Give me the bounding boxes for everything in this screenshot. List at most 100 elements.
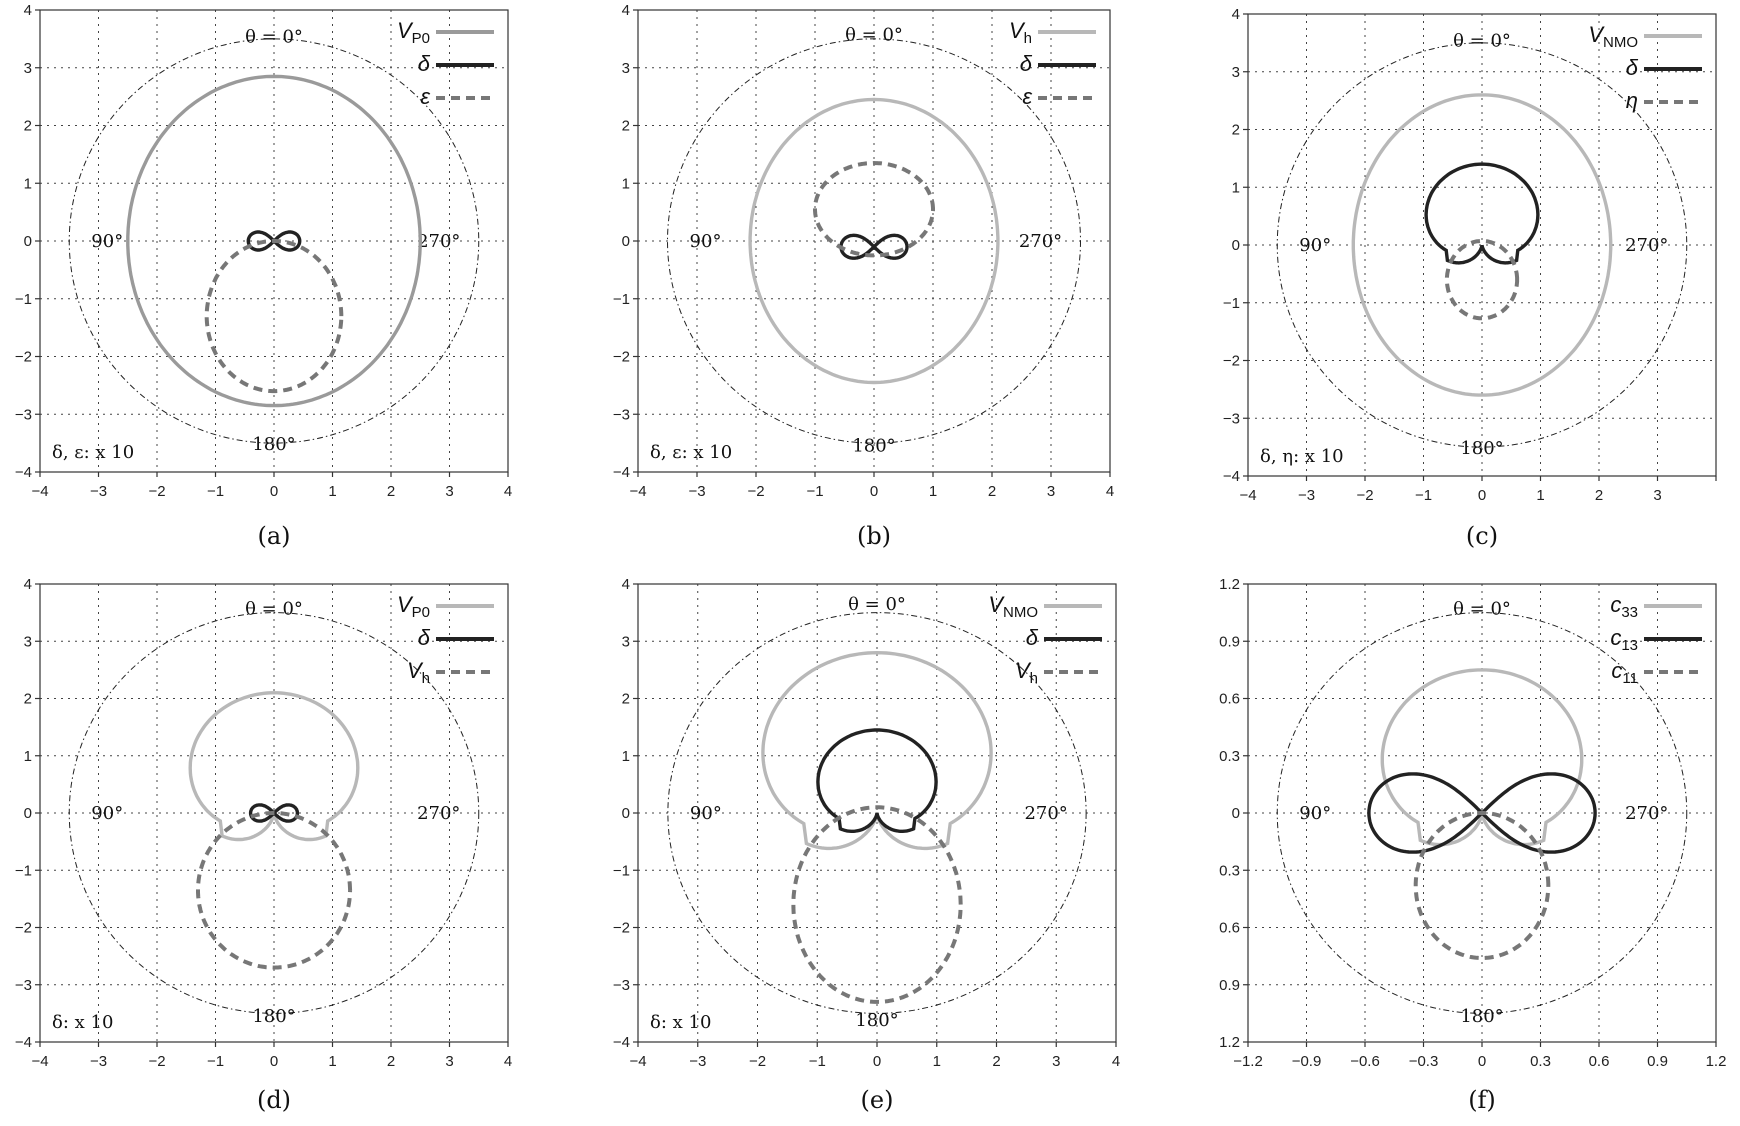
legend-subscript: h bbox=[1024, 30, 1032, 47]
legend-label-2: δ bbox=[1026, 625, 1039, 650]
series-curve-3 bbox=[791, 805, 963, 1004]
legend-subscript: P0 bbox=[412, 30, 430, 47]
legend-label-3: ε bbox=[1022, 84, 1032, 109]
y-tick-label: 1 bbox=[24, 748, 32, 765]
x-tick-label: 1 bbox=[328, 483, 336, 500]
x-tick-label: −4 bbox=[31, 1053, 48, 1070]
legend-subscript: NMO bbox=[1003, 604, 1038, 621]
legend-name: δ bbox=[418, 625, 431, 650]
x-tick-label: −3 bbox=[688, 483, 705, 500]
legend-name: V bbox=[407, 658, 424, 683]
x-tick-label: −4 bbox=[629, 483, 646, 500]
y-tick-label: 4 bbox=[24, 2, 32, 19]
series-curve-2 bbox=[1367, 772, 1597, 854]
angle-label-top: θ = 0° bbox=[245, 598, 303, 619]
scale-note: δ, η: x 10 bbox=[1260, 446, 1344, 467]
legend-subscript: h bbox=[1030, 670, 1038, 687]
panel-caption: (d) bbox=[257, 1086, 291, 1114]
series-curve-3 bbox=[196, 811, 353, 970]
x-tick-label: −1 bbox=[809, 1053, 826, 1070]
legend-label-3: Vh bbox=[407, 658, 430, 687]
legend-label-3: Vh bbox=[1015, 658, 1038, 687]
reference-circle bbox=[667, 38, 1081, 444]
x-tick-label: 1 bbox=[1536, 487, 1544, 504]
angle-label-top: θ = 0° bbox=[845, 25, 903, 46]
angle-label-left: 90° bbox=[1299, 235, 1331, 256]
x-tick-label: −2 bbox=[148, 1053, 165, 1070]
y-tick-label: 0.3 bbox=[1219, 862, 1240, 879]
x-tick-label: 1 bbox=[929, 483, 937, 500]
x-tick-label: 2 bbox=[1595, 487, 1603, 504]
y-tick-label: −4 bbox=[15, 464, 32, 481]
panel-caption: (c) bbox=[1466, 522, 1498, 550]
angle-label-bottom: 180° bbox=[852, 436, 895, 457]
x-tick-label: 0 bbox=[270, 483, 278, 500]
legend-label-1: VP0 bbox=[397, 592, 430, 621]
x-tick-label: 2 bbox=[992, 1053, 1000, 1070]
y-tick-label: 1.2 bbox=[1219, 576, 1240, 593]
y-tick-label: −4 bbox=[613, 1034, 630, 1051]
angle-label-bottom: 180° bbox=[252, 434, 295, 455]
y-tick-label: 0 bbox=[1232, 237, 1240, 254]
reference-circle bbox=[1276, 42, 1688, 448]
y-tick-label: 1.2 bbox=[1219, 1034, 1240, 1051]
x-tick-label: 1 bbox=[328, 1053, 336, 1070]
x-tick-label: 2 bbox=[387, 483, 395, 500]
angle-label-left: 90° bbox=[690, 803, 722, 824]
x-tick-label: 3 bbox=[445, 483, 453, 500]
legend-label-2: δ bbox=[1020, 51, 1033, 76]
x-tick-label: 0 bbox=[870, 483, 878, 500]
scale-note: δ, ε: x 10 bbox=[52, 442, 134, 463]
y-tick-label: −1 bbox=[613, 862, 630, 879]
legend-label-2: δ bbox=[1626, 55, 1639, 80]
panel-f: −1.2 1.2 −0.9 0.9 −0.6 0.6 −0.3 0.3 0 0 0.3 0.3 0.6 0… bbox=[1219, 576, 1726, 1114]
legend-name: c bbox=[1611, 658, 1622, 683]
x-tick-label: 0.6 bbox=[1589, 1053, 1610, 1070]
x-tick-label: −3 bbox=[689, 1053, 706, 1070]
y-tick-label: 2 bbox=[24, 118, 32, 135]
x-tick-label: −1 bbox=[207, 483, 224, 500]
legend-label-3: c11 bbox=[1611, 658, 1638, 687]
legend-name: c bbox=[1610, 625, 1621, 650]
angle-label-bottom: 180° bbox=[1460, 1006, 1503, 1027]
y-tick-label: 0 bbox=[1232, 805, 1240, 822]
x-tick-label: 0 bbox=[873, 1053, 881, 1070]
panel-caption: (b) bbox=[857, 522, 891, 550]
angle-label-left: 90° bbox=[1299, 803, 1331, 824]
legend-subscript: 11 bbox=[1622, 670, 1638, 687]
angle-label-left: 90° bbox=[91, 803, 123, 824]
x-tick-label: 4 bbox=[504, 483, 512, 500]
angle-label-top: θ = 0° bbox=[848, 594, 906, 615]
y-tick-label: 3 bbox=[24, 633, 32, 650]
y-tick-label: 2 bbox=[622, 691, 630, 708]
x-tick-label: −4 bbox=[1239, 487, 1256, 504]
legend-name: δ bbox=[1020, 51, 1033, 76]
x-tick-label: 3 bbox=[1047, 483, 1055, 500]
panel-caption: (f) bbox=[1468, 1086, 1496, 1114]
legend-subscript: P0 bbox=[412, 604, 430, 621]
scale-note: δ: x 10 bbox=[650, 1012, 711, 1033]
y-tick-label: −3 bbox=[613, 406, 630, 423]
panel-caption: (a) bbox=[257, 522, 290, 550]
x-tick-label: 1 bbox=[933, 1053, 941, 1070]
x-tick-label: −2 bbox=[749, 1053, 766, 1070]
panel-d: −4 4 −3 3 −2 2 −1 1 0 0 1 −1 2 −2 3 −3 4 −4 θ = 0° 90° 270° 1… bbox=[15, 576, 512, 1114]
x-tick-label: 0 bbox=[270, 1053, 278, 1070]
x-tick-label: 4 bbox=[504, 1053, 512, 1070]
legend-name: ε bbox=[420, 84, 430, 109]
x-tick-label: −4 bbox=[629, 1053, 646, 1070]
x-tick-label: −0.6 bbox=[1350, 1053, 1380, 1070]
x-tick-label: 4 bbox=[1106, 483, 1114, 500]
x-tick-label: 2 bbox=[387, 1053, 395, 1070]
y-tick-label: 4 bbox=[622, 576, 630, 593]
legend-subscript: NMO bbox=[1603, 34, 1638, 51]
x-tick-label: −3 bbox=[1298, 487, 1315, 504]
x-tick-label: 0 bbox=[1478, 487, 1486, 504]
y-tick-label: 3 bbox=[622, 60, 630, 77]
legend-name: δ bbox=[1026, 625, 1039, 650]
legend-subscript: 13 bbox=[1621, 637, 1638, 654]
legend-subscript: 33 bbox=[1621, 604, 1638, 621]
legend-name: V bbox=[1015, 658, 1032, 683]
legend-name: η bbox=[1626, 88, 1638, 113]
y-tick-label: −1 bbox=[1223, 295, 1240, 312]
